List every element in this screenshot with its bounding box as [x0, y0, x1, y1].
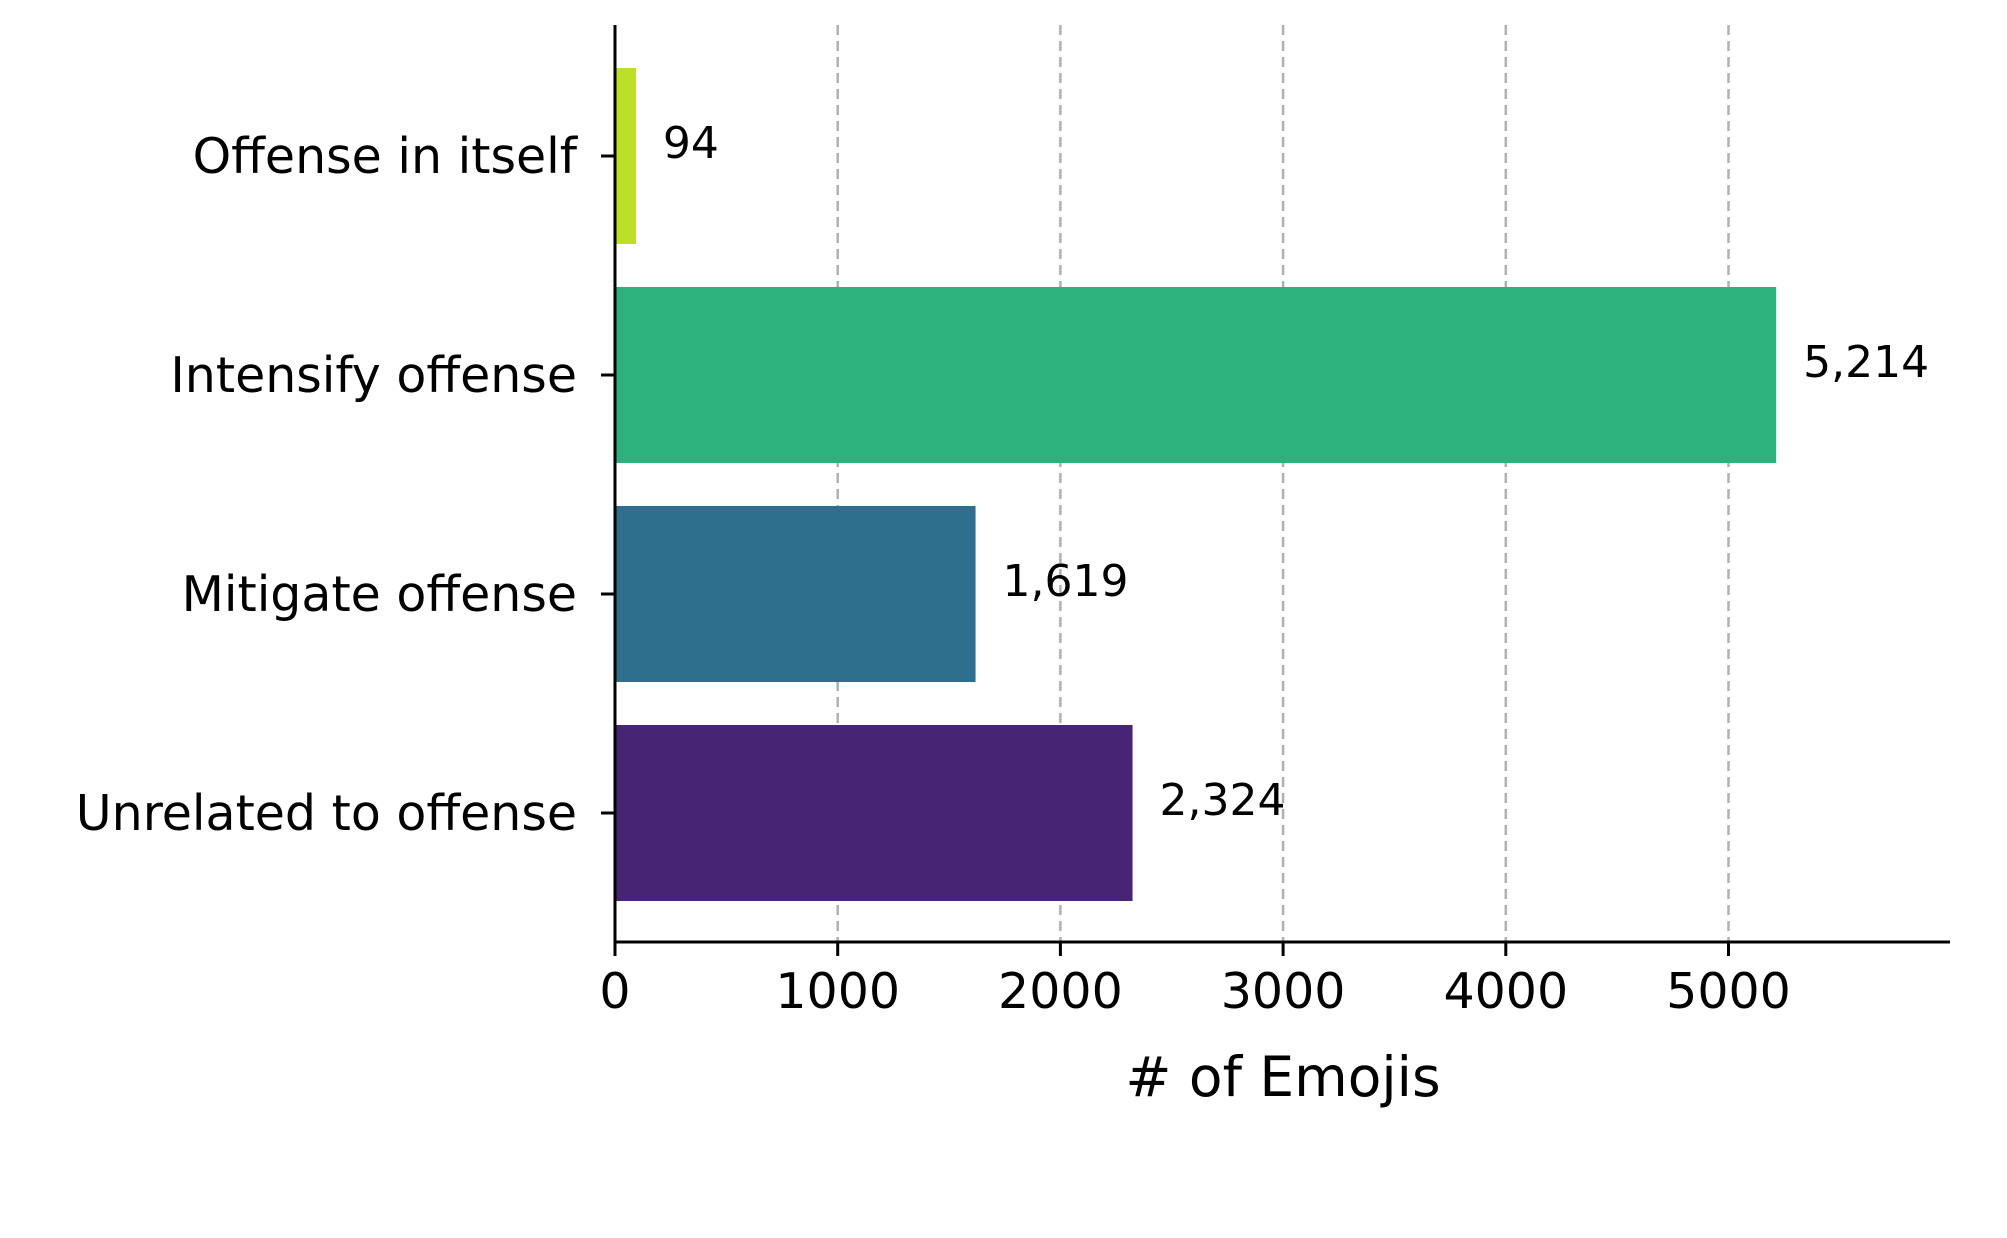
category-label: Offense in itself: [193, 128, 579, 185]
axes: [601, 25, 1950, 956]
data-label: 5,214: [1803, 337, 1929, 388]
x-tick-label: 3000: [1221, 963, 1346, 1020]
x-tick-label: 5000: [1666, 963, 1791, 1020]
bars: [615, 68, 1777, 901]
data-label: 94: [663, 118, 719, 169]
x-tick-label: 1000: [775, 963, 900, 1020]
bar: [615, 506, 976, 682]
bar: [615, 287, 1777, 463]
gridlines: [836, 25, 1730, 942]
category-label: Intensify offense: [170, 347, 577, 404]
category-label: Unrelated to offense: [76, 785, 577, 842]
x-axis-title: # of Emojis: [1125, 1045, 1440, 1109]
category-label: Mitigate offense: [182, 566, 577, 623]
bar: [615, 725, 1133, 901]
data-label: 2,324: [1160, 775, 1286, 826]
x-tick-label: 2000: [998, 963, 1123, 1020]
labels: Offense in itself Intensify offense Mitiga…: [76, 118, 1929, 1020]
x-tick-label: 0: [599, 963, 630, 1020]
data-label: 1,619: [1003, 556, 1129, 607]
bar: [615, 68, 636, 244]
x-tick-label: 4000: [1443, 963, 1568, 1020]
